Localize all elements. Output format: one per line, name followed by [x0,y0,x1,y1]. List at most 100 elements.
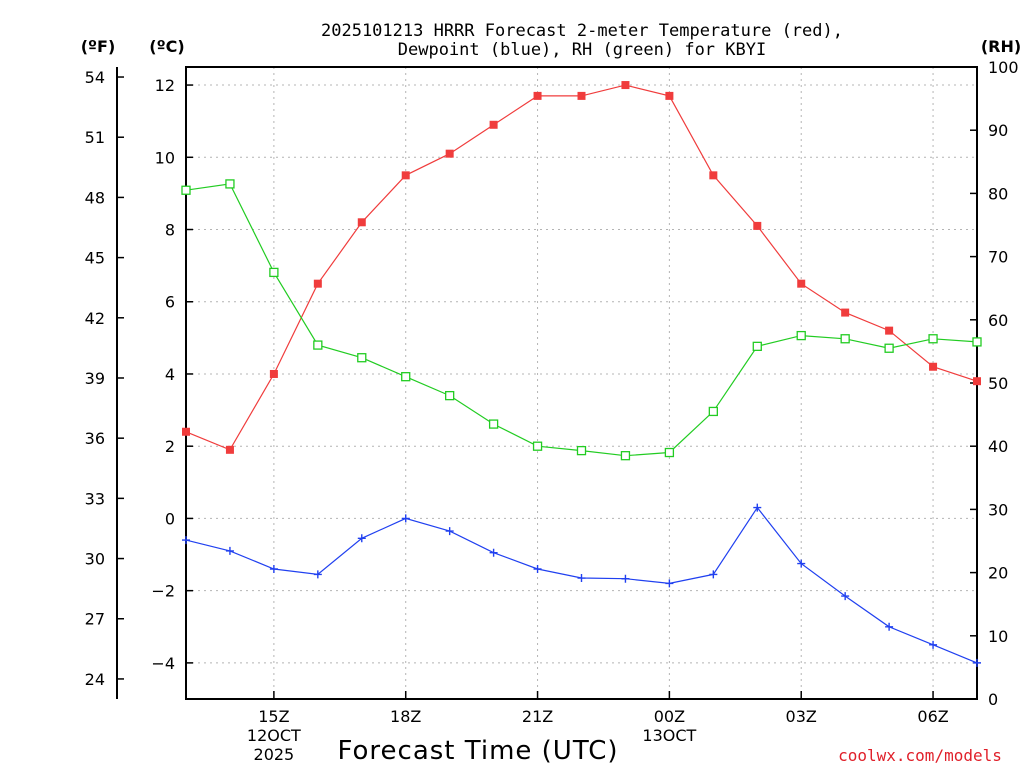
rh-tick-label: 20 [988,564,1008,583]
dewpoint-point [489,548,498,557]
temperature-point [533,91,542,100]
f-tick-label: 39 [85,369,105,388]
rh-point [488,419,499,429]
c-tick-label: 0 [165,509,175,528]
f-tick-label: 48 [85,188,105,207]
dewpoint-point [269,564,278,573]
rh-point [928,334,938,344]
rh-point [708,406,718,417]
temperature-line [185,84,978,451]
dewpoint-point [753,503,762,512]
rh-point [445,390,455,401]
c-tick-label: −2 [151,582,175,601]
temperature-point [313,279,322,288]
unit-celsius-label: (ºC) [149,37,184,56]
dewpoint-point [401,514,410,523]
temperature-point [489,120,498,129]
rh-tick-label: 30 [988,500,1008,519]
rh-point [313,340,323,350]
x-tick-year: 2025 [254,745,295,764]
dewpoint-point [797,559,806,568]
f-tick-label: 54 [85,68,105,87]
temperature-point [182,427,190,436]
rh-point [269,267,279,278]
rh-point [884,343,894,353]
temperature-point [709,171,718,180]
x-tick-label: 21Z [522,707,553,726]
plot-frame [185,66,978,700]
x-tick-label: 06Z [917,707,948,726]
x-tick-label: 15Z [258,707,289,726]
unit-rh-label: (RH) [981,37,1021,56]
x-tick-label: 03Z [786,707,817,726]
rh-tick-label: 100 [988,58,1019,77]
temperature-point [841,308,850,317]
c-tick-label: 8 [165,221,175,240]
temperature-point [753,221,762,230]
dewpoint-point [313,570,322,579]
temperature-point [797,279,806,288]
rh-point [576,445,587,456]
dewpoint-point [357,534,366,543]
c-tick-label: 4 [165,365,175,384]
chart-title-line2: Dewpoint (blue), RH (green) for KBYI [398,40,766,60]
rh-point [796,330,806,341]
rh-point [532,441,543,451]
x-tick-date: 13OCT [642,726,696,745]
rh-point [972,337,982,347]
temperature-point [269,369,278,378]
rh-point [840,334,850,344]
rh-point [664,447,675,458]
dewpoint-point [665,579,674,588]
data-series [181,81,982,667]
temperature-point [885,326,894,335]
x-axis-title: Forecast Time (UTC) [337,736,618,766]
dewpoint-point [929,640,938,649]
rh-point [620,451,631,461]
f-tick-label: 51 [85,128,105,147]
c-tick-label: −4 [151,654,175,673]
temperature-point [577,91,586,100]
x-tick-label: 00Z [654,707,685,726]
gridlines [186,67,977,699]
rh-point [181,185,191,195]
f-tick-label: 42 [85,309,105,328]
chart-title-line1: 2025101213 HRRR Forecast 2-meter Tempera… [321,21,843,41]
x-tick-label: 18Z [390,707,421,726]
rh-tick-label: 10 [988,627,1008,646]
rh-tick-label: 90 [988,121,1008,140]
dewpoint-line [185,506,978,664]
rh-tick-label: 0 [988,690,998,709]
dewpoint-point [885,622,894,631]
rh-point [752,341,762,351]
dewpoint-point [445,527,454,536]
f-tick-label: 45 [85,249,105,268]
dewpoint-point [533,564,542,573]
rh-tick-label: 60 [988,311,1008,330]
dewpoint-point [577,574,586,583]
c-tick-label: 10 [155,148,175,167]
dewpoint-point [225,546,234,555]
temperature-point [929,362,938,371]
rh-line [185,183,978,457]
rh-point [401,372,411,382]
dewpoint-point [841,592,850,601]
dewpoint-point [973,658,981,667]
f-tick-label: 30 [85,550,105,569]
temperature-point [357,218,366,227]
f-tick-label: 33 [85,489,105,508]
f-tick-label: 36 [85,429,105,448]
temperature-point [973,377,981,386]
rh-tick-label: 80 [988,184,1008,203]
c-tick-label: 6 [165,293,175,312]
dewpoint-point [621,574,630,583]
temperature-point [621,81,630,90]
dewpoint-point [709,570,718,579]
temperature-point [225,445,234,454]
credit-text: coolwx.com/models [838,746,1002,765]
rh-point [225,179,235,189]
c-tick-label: 2 [165,437,175,456]
rh-tick-label: 70 [988,248,1008,267]
